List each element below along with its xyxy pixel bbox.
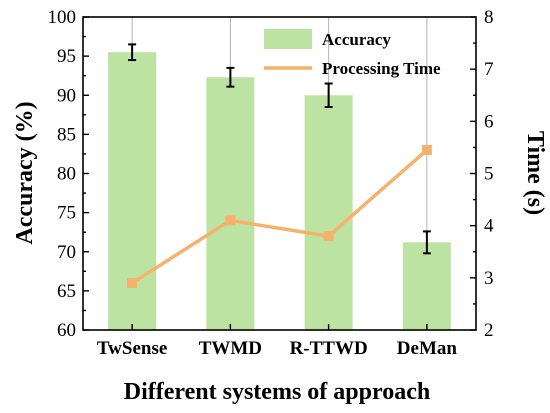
y-right-tick-label: 8 — [484, 7, 494, 28]
legend: Accuracy Processing Time — [264, 29, 441, 78]
legend-label-processing-time: Processing Time — [322, 59, 441, 78]
bar — [402, 242, 451, 330]
x-tick-label: TwSense — [97, 338, 167, 359]
y-left-tick-label: 65 — [57, 281, 76, 302]
bar-layer — [108, 52, 451, 331]
y-left-tick-label: 75 — [57, 203, 76, 224]
error-bar-layer — [128, 43, 431, 255]
legend-label-accuracy: Accuracy — [322, 30, 391, 49]
processing-time-point — [127, 278, 138, 289]
y-left-tick-label: 80 — [57, 164, 76, 185]
y-axis-right-title: Time (s) — [522, 131, 548, 215]
y-left-tick-label: 70 — [57, 242, 76, 263]
bar — [206, 77, 255, 330]
processing-time-point — [421, 145, 432, 156]
y-right-tick-label: 7 — [484, 59, 494, 80]
y-left-tick-label: 60 — [57, 320, 76, 341]
y-right-tick-label: 6 — [484, 111, 494, 132]
axis-layer: 60 65 70 75 80 85 90 95 100 2 3 4 5 6 7 8 TwSense TWMD R-T… — [48, 7, 495, 359]
x-axis-title: Different systems of approach — [124, 379, 430, 405]
x-tick-label: TWMD — [199, 338, 262, 359]
y-right-tick-label: 2 — [484, 320, 494, 341]
y-right-tick-label: 5 — [484, 164, 494, 185]
y-right-tick-label: 3 — [484, 268, 494, 289]
legend-swatch-accuracy — [264, 29, 312, 49]
y-left-tick-label: 90 — [57, 85, 76, 106]
processing-time-point — [225, 215, 236, 226]
y-left-tick-label: 95 — [57, 46, 76, 67]
y-left-tick-label: 85 — [57, 124, 76, 145]
y-axis-left-title: Accuracy (%) — [12, 101, 38, 244]
processing-time-point — [323, 231, 334, 242]
processing-time-line — [131, 148, 429, 285]
x-tick-label: R-TTWD — [290, 338, 368, 359]
bar — [304, 95, 353, 330]
x-tick-label: DeMan — [397, 338, 458, 359]
bar — [108, 52, 157, 331]
y-right-tick-label: 4 — [484, 216, 494, 237]
line-layer — [127, 145, 432, 289]
y-left-tick-label: 100 — [48, 7, 77, 28]
